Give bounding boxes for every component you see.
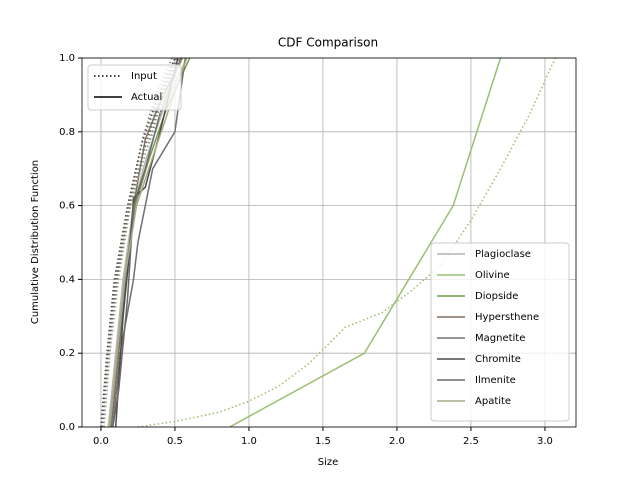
legend: Plagioclase Olivine Diopside Hypersthene Mag… — [430, 242, 570, 422]
y-tick-label: 0.2 — [59, 348, 75, 359]
data-line — [109, 57, 188, 428]
legend-label: Hypersthene — [475, 312, 539, 323]
data-line — [137, 57, 556, 428]
plot-frame — [81, 57, 577, 428]
legend-label: Diopside — [475, 291, 518, 302]
y-axis-label: Cumulative Distribution Function — [30, 160, 41, 324]
legend-label: Input — [131, 71, 157, 82]
x-axis-label: Size — [318, 457, 339, 468]
legend-box — [430, 242, 570, 422]
legend-label: Plagioclase — [475, 249, 531, 260]
x-tick-label: 0.5 — [167, 436, 183, 447]
chart-title: CDF Comparison — [278, 36, 378, 50]
data-line — [229, 57, 502, 428]
data-line — [114, 57, 179, 428]
x-tick-label: 2.5 — [463, 436, 479, 447]
legend-label: Olivine — [475, 270, 510, 281]
legend-label: Apatite — [475, 396, 511, 407]
x-tick-label: 1.0 — [241, 436, 257, 447]
y-tick-label: 0.8 — [59, 127, 75, 138]
legend-label: Ilmenite — [475, 375, 516, 386]
y-tick-label: 0.6 — [59, 201, 75, 212]
x-tick-label: 3.0 — [537, 436, 553, 447]
x-tick-label: 2.0 — [389, 436, 405, 447]
style-legend: Input Actual — [87, 64, 182, 111]
legend-label: Actual — [131, 92, 162, 103]
legend-label: Chromite — [475, 354, 521, 365]
x-tick-label: 0.0 — [93, 436, 109, 447]
legend-label: Magnetite — [475, 333, 525, 344]
y-tick-label: 0.4 — [59, 274, 75, 285]
y-tick-label: 0.0 — [59, 422, 75, 433]
y-tick-label: 1.0 — [59, 53, 75, 64]
x-tick-label: 1.5 — [315, 436, 331, 447]
